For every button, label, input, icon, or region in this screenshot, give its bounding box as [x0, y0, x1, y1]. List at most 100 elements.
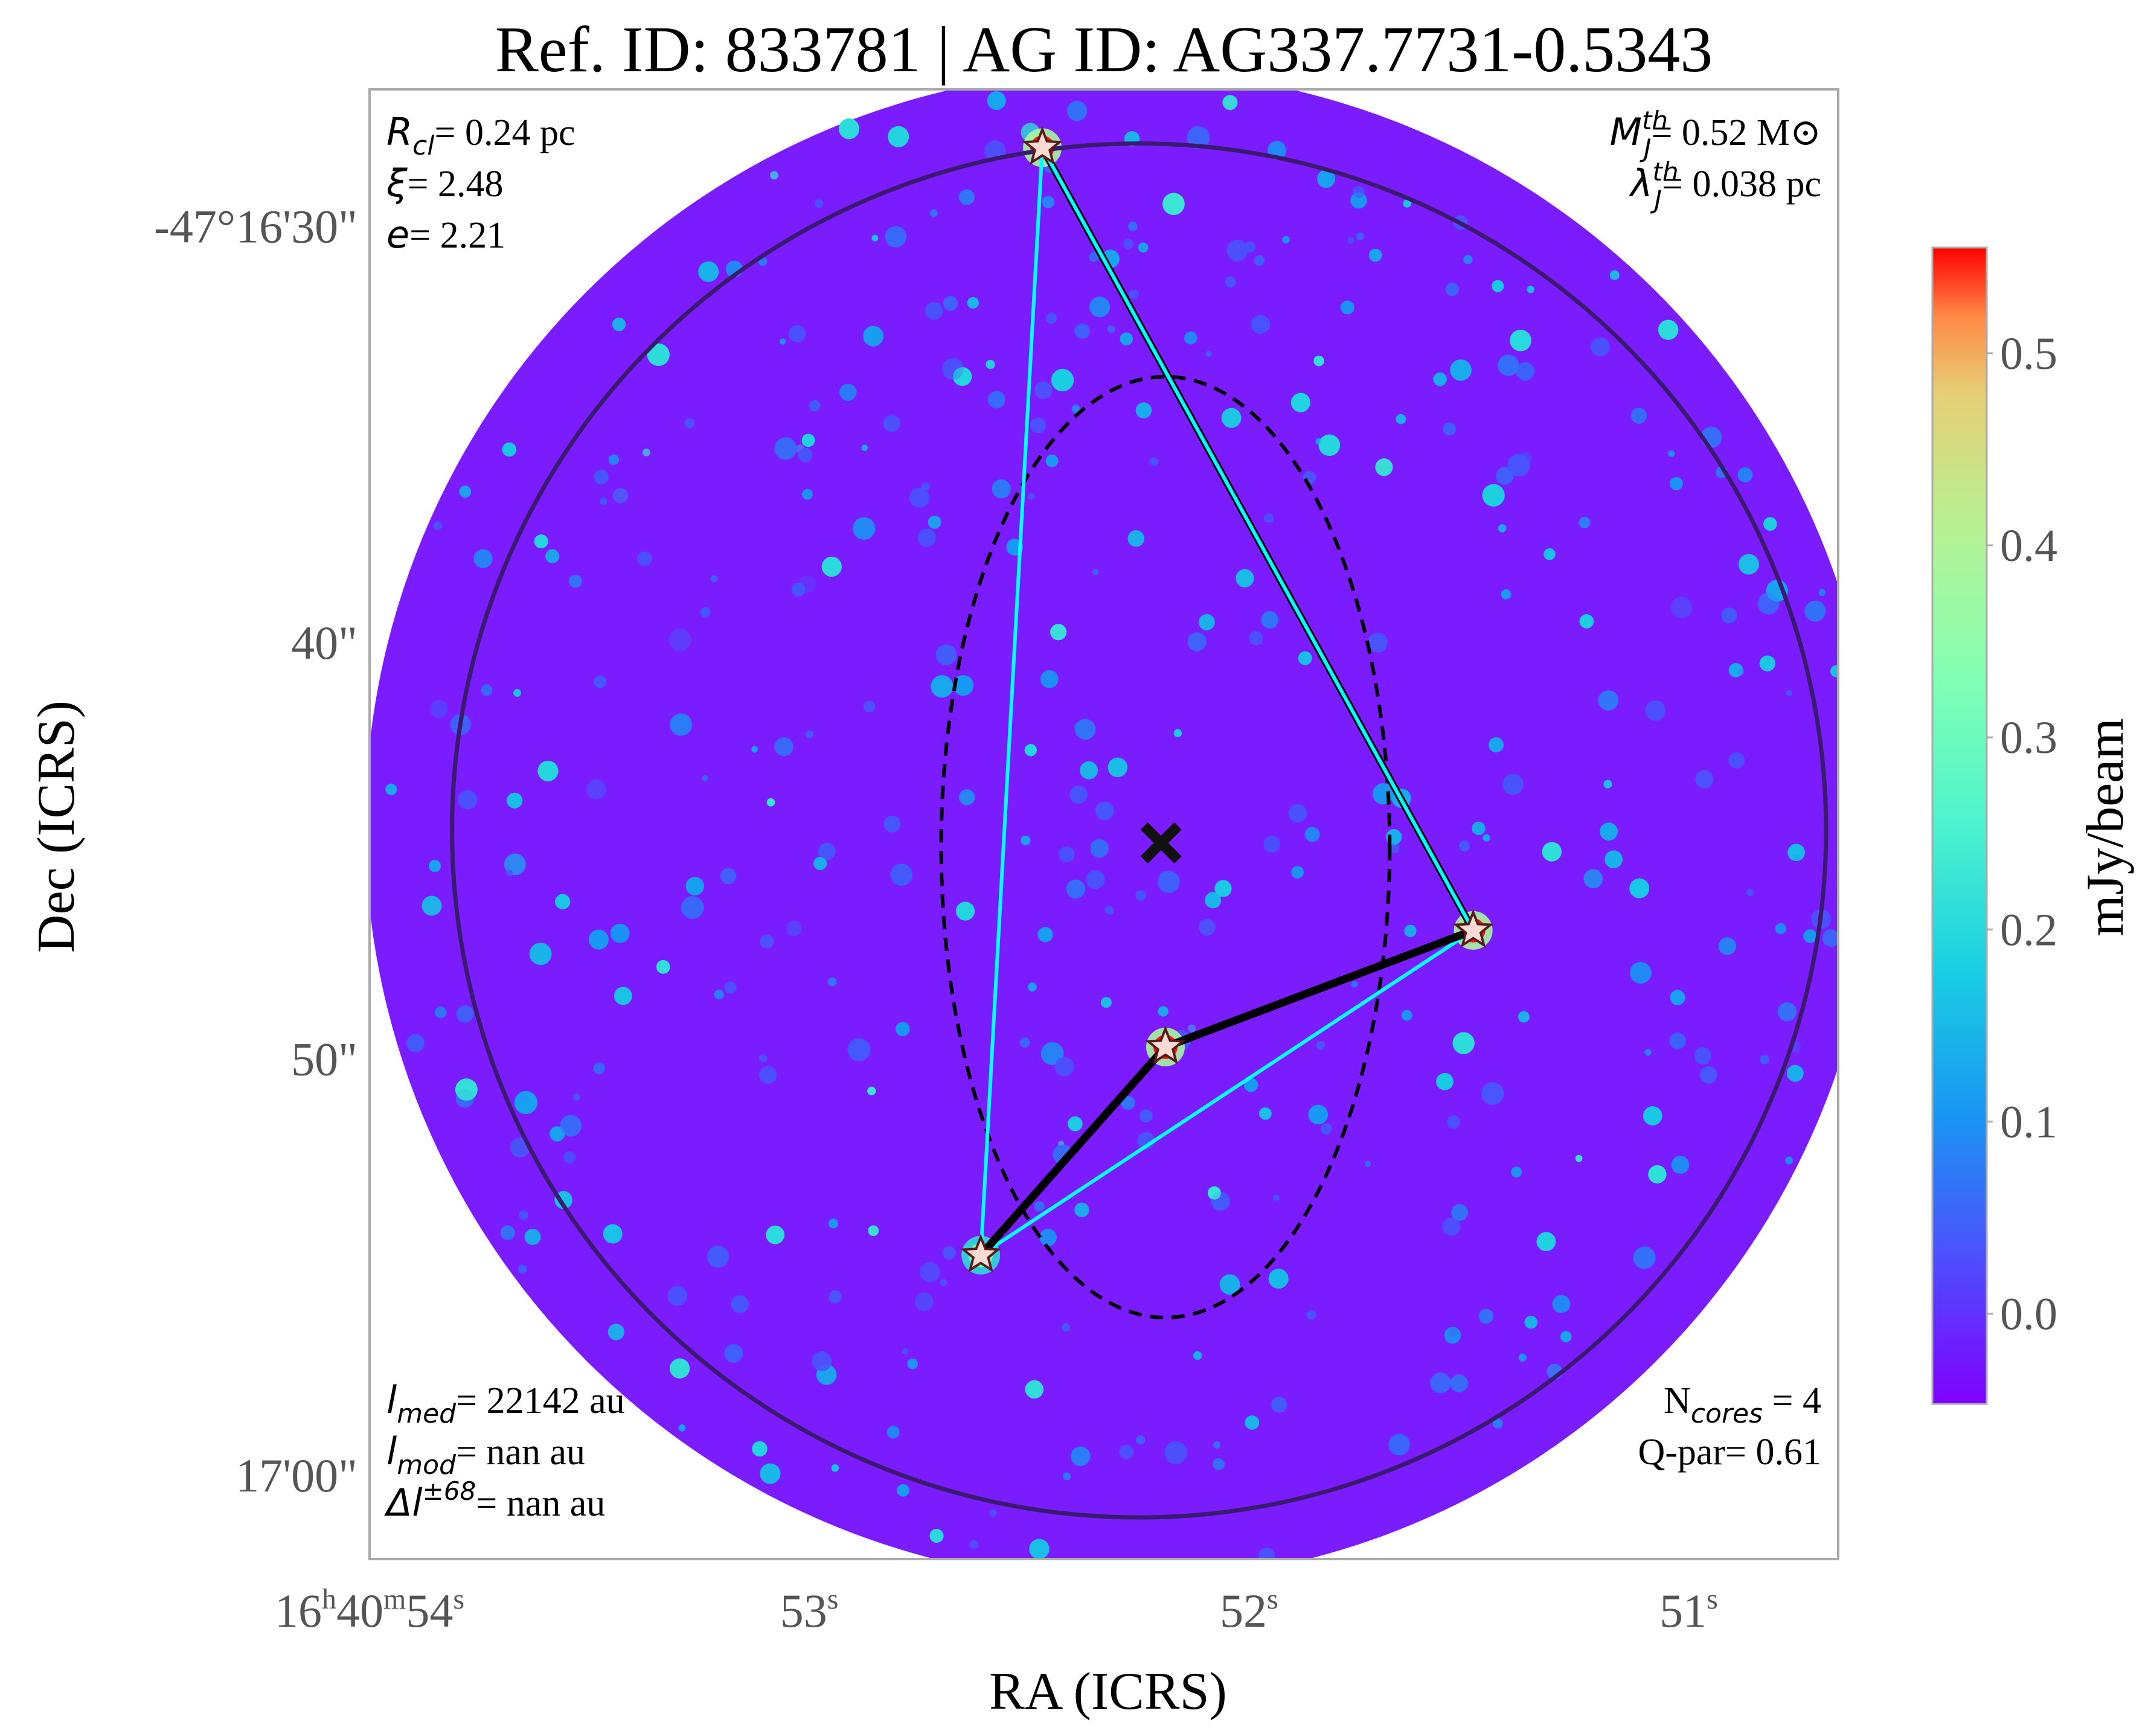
speckle — [1450, 359, 1472, 381]
speckle — [1481, 1082, 1504, 1105]
speckle — [1080, 761, 1098, 780]
speckle — [524, 1228, 541, 1245]
colorbar-gradient — [1931, 246, 1988, 1405]
speckle — [656, 960, 670, 974]
speckle — [435, 1006, 447, 1019]
speckle — [885, 226, 906, 248]
speckle — [1034, 381, 1053, 399]
speckle — [422, 895, 442, 916]
speckle — [1822, 929, 1838, 947]
annotation-line: e= 2.21 — [386, 213, 505, 257]
speckle — [1396, 414, 1406, 424]
speckle — [1775, 923, 1786, 934]
speckle — [1775, 923, 1786, 934]
speckle — [818, 842, 836, 860]
speckle — [1786, 690, 1792, 697]
speckle — [1375, 458, 1393, 476]
speckle — [1609, 270, 1620, 280]
speckle — [1803, 929, 1817, 943]
speckle — [1205, 351, 1212, 357]
speckle — [1101, 997, 1112, 1008]
speckle — [1579, 517, 1591, 528]
speckle — [1670, 990, 1685, 1005]
speckle — [988, 391, 1005, 409]
speckle — [1021, 835, 1031, 845]
speckle — [907, 1359, 918, 1369]
speckle — [1318, 434, 1341, 456]
speckle — [1135, 890, 1146, 901]
speckle — [896, 1022, 910, 1037]
speckle — [1225, 277, 1236, 288]
speckle — [1261, 611, 1278, 629]
speckle — [1249, 631, 1263, 645]
speckle — [896, 1022, 910, 1037]
speckle — [1368, 632, 1388, 653]
speckle — [1127, 530, 1145, 547]
speckle — [1481, 1082, 1504, 1105]
speckle — [1674, 482, 1681, 489]
speckle — [670, 713, 692, 736]
speckle — [1670, 477, 1683, 490]
speckle — [1045, 455, 1059, 467]
speckle — [1583, 869, 1603, 889]
speckle — [1282, 235, 1290, 244]
speckle — [1669, 1033, 1686, 1049]
speckle — [594, 675, 606, 688]
speckle — [647, 343, 670, 366]
speckle — [1633, 1246, 1656, 1269]
speckle — [1105, 906, 1114, 915]
speckle — [792, 583, 806, 597]
speckle — [456, 1005, 474, 1023]
speckle — [507, 792, 523, 809]
speckle — [1069, 786, 1088, 804]
speckle — [1316, 1041, 1325, 1050]
speckle — [1089, 252, 1099, 262]
speckle — [1739, 554, 1759, 575]
speckle — [710, 575, 718, 583]
speckle — [886, 1426, 900, 1439]
speckle — [724, 981, 737, 994]
speckle — [1575, 1155, 1583, 1162]
speckle — [1074, 1202, 1089, 1217]
speckle — [1518, 1011, 1530, 1023]
speckle — [1671, 1156, 1690, 1174]
speckle — [1496, 467, 1514, 485]
speckle — [1507, 453, 1531, 476]
speckle — [1080, 761, 1098, 780]
speckle — [1304, 827, 1320, 842]
speckle — [989, 1509, 997, 1517]
speckle — [885, 226, 906, 248]
speckle — [1045, 455, 1059, 467]
speckle — [724, 981, 737, 994]
speckle — [670, 1358, 690, 1379]
speckle — [1489, 737, 1504, 752]
speckle — [751, 746, 758, 753]
speckle — [1794, 854, 1800, 862]
speckle — [456, 1005, 474, 1023]
speckle — [1575, 1155, 1583, 1162]
speckle — [1225, 277, 1236, 288]
outer-circle — [450, 141, 1829, 1520]
speckle — [1059, 846, 1075, 862]
speckle — [506, 870, 513, 876]
speckle — [831, 1464, 839, 1472]
speckle — [1822, 929, 1838, 947]
speckle — [1158, 1006, 1168, 1017]
speckle — [1351, 981, 1358, 988]
speckle — [563, 1151, 575, 1164]
speckle — [670, 1358, 690, 1379]
speckle — [1516, 362, 1535, 381]
speckle — [1135, 890, 1146, 901]
speckle — [1830, 665, 1838, 677]
speckle — [459, 485, 472, 498]
speckle — [1445, 283, 1459, 296]
speckle — [534, 534, 548, 548]
speckle — [1575, 1155, 1583, 1162]
speckle — [1674, 482, 1681, 489]
speckle — [1071, 405, 1080, 414]
speckle — [1604, 850, 1623, 868]
speckle — [1045, 455, 1059, 467]
speckle — [786, 920, 802, 937]
speckle — [1739, 554, 1759, 575]
speckle — [600, 498, 607, 505]
